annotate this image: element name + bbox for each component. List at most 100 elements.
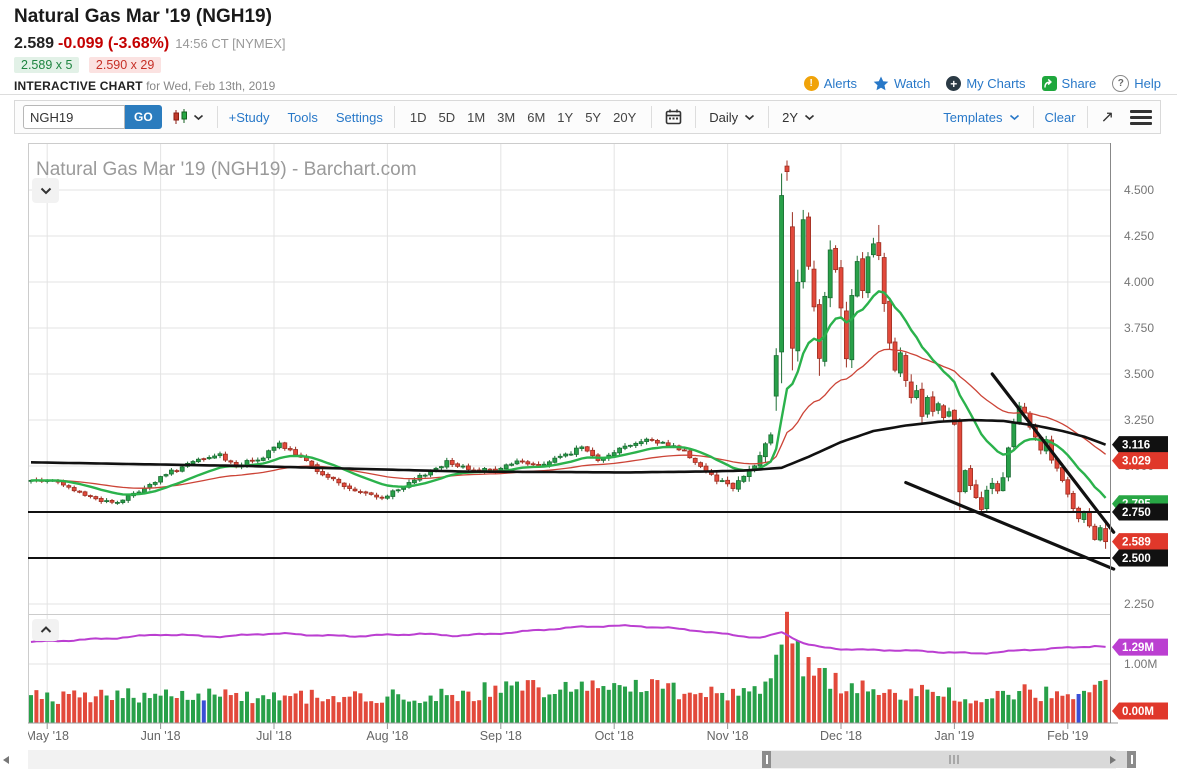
candle-body [827, 249, 833, 299]
frequency-dropdown[interactable]: Daily [709, 110, 755, 125]
candle-body [568, 453, 574, 456]
settings-button[interactable]: Settings [335, 109, 383, 125]
candle-body [941, 405, 946, 418]
axis-badge-label: 2.500 [1122, 553, 1151, 565]
templates-dropdown[interactable]: Templates [943, 110, 1019, 125]
range-button-20y[interactable]: 20Y [613, 109, 637, 125]
price-tick-label: 2.250 [1124, 597, 1154, 611]
range-button-1m[interactable]: 1M [467, 109, 486, 125]
volume-bar [882, 692, 887, 723]
candle-body [611, 452, 617, 456]
chart-type-dropdown[interactable] [172, 109, 204, 125]
calendar-button[interactable] [665, 109, 682, 125]
volume-bar [671, 682, 676, 723]
range-button-3m[interactable]: 3M [497, 109, 516, 125]
help-icon: ? [1112, 75, 1130, 92]
candle-body [357, 491, 363, 493]
clear-button[interactable]: Clear [1044, 109, 1076, 125]
collapse-volume-panel-button[interactable] [32, 619, 59, 641]
chart-scrollbar-track[interactable] [28, 750, 1136, 769]
volume-bar [569, 691, 573, 723]
range-button-5y[interactable]: 5Y [585, 109, 602, 125]
draw-trendline-icon[interactable]: ↗ [1100, 109, 1114, 126]
scroll-left-arrow[interactable] [3, 756, 9, 764]
volume-bar [120, 698, 125, 723]
volume-bar [903, 700, 908, 723]
volume-bar [660, 688, 665, 723]
month-label: Dec '18 [820, 729, 862, 743]
candle-body [503, 464, 509, 470]
range-button-1y[interactable]: 1Y [557, 109, 574, 125]
range-button-6m[interactable]: 6M [527, 109, 546, 125]
candle-body [968, 468, 973, 487]
candle-body [1076, 507, 1081, 520]
my-charts-link[interactable]: + My Charts [946, 76, 1026, 91]
scroll-right-arrow[interactable] [1110, 756, 1116, 764]
volume-bar [957, 701, 962, 723]
range-value: 2Y [782, 109, 799, 125]
trendline[interactable] [904, 480, 1116, 571]
candle-body [800, 219, 806, 283]
volume-bar [509, 685, 514, 723]
candle-body [514, 460, 520, 465]
candle-body [638, 441, 644, 445]
price-tick-label: 3.500 [1124, 367, 1154, 381]
volume-bar [1082, 690, 1086, 723]
menu-icon[interactable] [1130, 109, 1152, 125]
volume-bar [1087, 692, 1092, 723]
month-label: Sep '18 [480, 729, 522, 743]
volume-bar [617, 685, 622, 723]
volume-bar [1022, 684, 1027, 723]
volume-bar [941, 696, 946, 723]
candle-body [417, 474, 423, 481]
volume-bar [558, 689, 563, 723]
candle-body [1103, 528, 1108, 543]
candle-body [725, 479, 730, 485]
range-button-5d[interactable]: 5D [438, 109, 456, 125]
volume-bar [212, 694, 217, 723]
candle-body [487, 468, 493, 471]
volume-bars-layer [29, 611, 1108, 723]
volume-bar [180, 690, 185, 723]
watch-link[interactable]: Watch [873, 76, 930, 91]
help-link[interactable]: ? Help [1112, 75, 1161, 92]
candle-body [817, 304, 822, 359]
share-link[interactable]: Share [1041, 76, 1096, 91]
axis-badge [1112, 452, 1168, 470]
volume-bar [72, 690, 77, 723]
chart-area: Natural Gas Mar '19 (NGH19) - Barchart.c… [26, 143, 1177, 745]
volume-bar [423, 701, 428, 723]
volume-bar [218, 696, 222, 723]
trendline[interactable] [990, 372, 1116, 534]
volume-bar [288, 696, 293, 723]
axis-badge-label: 3.116 [1122, 440, 1150, 452]
chart-scrollbar-thumb[interactable] [762, 751, 1136, 768]
volume-bar [147, 698, 152, 723]
calendar-icon [665, 109, 682, 125]
chart-canvas[interactable]: Natural Gas Mar '19 (NGH19) - Barchart.c… [26, 143, 1177, 745]
toolbar-divider [695, 106, 697, 128]
alerts-link[interactable]: ! Alerts [803, 76, 857, 91]
candle-body [341, 482, 347, 487]
toolbar-right-group: Templates Clear ↗ [939, 106, 1152, 128]
trendline-annotations-layer[interactable] [28, 372, 1116, 571]
tools-button[interactable]: Tools [287, 109, 318, 125]
go-button[interactable]: GO [125, 105, 162, 129]
scroll-resize-handle-right[interactable] [1127, 751, 1136, 768]
candle-body [779, 195, 784, 353]
header-links: ! Alerts Watch + My Charts Share ? Help [803, 75, 1161, 92]
add-study-button[interactable]: +Study [228, 109, 270, 125]
volume-bar [866, 691, 870, 723]
candle-body [908, 381, 914, 398]
symbol-input[interactable] [23, 105, 125, 129]
scroll-resize-handle-left[interactable] [762, 751, 771, 768]
candle-body [876, 242, 882, 256]
ask-chip: 2.590 x 29 [88, 57, 162, 73]
volume-bar [990, 698, 995, 723]
month-label: Oct '18 [595, 729, 634, 743]
candle-body [584, 446, 590, 452]
collapse-price-panel-button[interactable] [32, 178, 59, 203]
chevron-up-icon [40, 626, 51, 633]
range-button-1d[interactable]: 1D [409, 109, 427, 125]
range-dropdown[interactable]: 2Y [782, 110, 815, 125]
